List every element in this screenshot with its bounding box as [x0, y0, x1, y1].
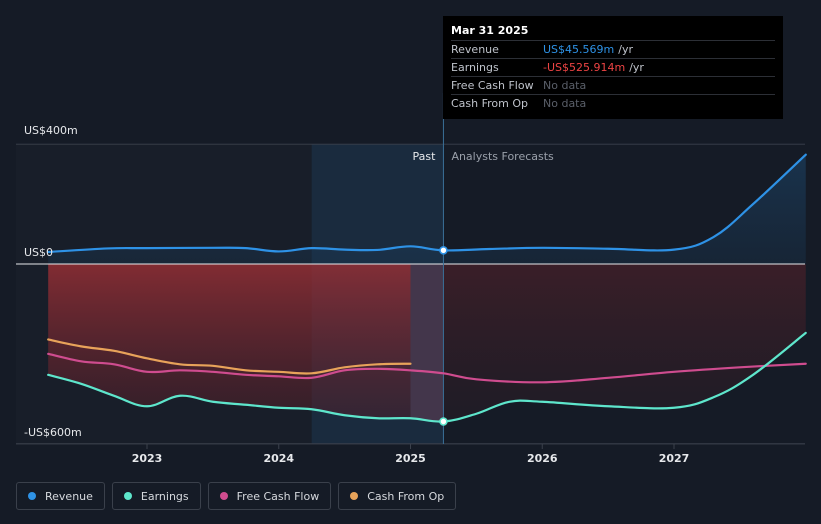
- x-axis-label: 2023: [132, 452, 163, 465]
- legend-item-revenue[interactable]: Revenue: [16, 482, 105, 510]
- x-axis-label: 2026: [527, 452, 558, 465]
- legend-dot-icon: [350, 492, 359, 500]
- tooltip-value: No data: [543, 97, 587, 110]
- tooltip-panel: Mar 31 2025 Revenue US$45.569m/yr Earnings…: [443, 16, 783, 119]
- tooltip-label: Free Cash Flow: [451, 79, 534, 92]
- tooltip-label: Revenue: [451, 43, 499, 56]
- series-line-free-cash-flow: [47, 352, 807, 384]
- legend-label: Earnings: [140, 489, 189, 503]
- legend: Revenue Earnings Free Cash Flow Cash From O…: [16, 482, 463, 510]
- legend-item-cash-from-op[interactable]: Cash From Op: [338, 482, 457, 510]
- past-label: Past: [413, 150, 437, 163]
- series-line-earnings: [47, 331, 807, 423]
- earnings-area-past: [48, 264, 411, 419]
- tooltip-date: Mar 31 2025: [451, 24, 529, 37]
- tooltip-unit: /yr: [629, 61, 644, 74]
- legend-label: Free Cash Flow: [236, 489, 320, 503]
- tooltip-label: Cash From Op: [451, 97, 529, 110]
- legend-dot-icon: [219, 492, 228, 500]
- tooltip-value: US$45.569m: [543, 43, 615, 56]
- earnings-marker: [439, 417, 448, 426]
- tooltip-row: Revenue US$45.569m/yr: [451, 40, 775, 58]
- revenue-marker: [439, 246, 448, 255]
- tooltip-unit: /yr: [618, 43, 633, 56]
- y-axis-label: US$400m: [24, 124, 78, 137]
- y-axis-label: US$0: [24, 246, 53, 259]
- earnings-area-transition: [410, 264, 444, 422]
- legend-item-free-cash-flow[interactable]: Free Cash Flow: [207, 482, 332, 510]
- series-line-revenue: [47, 153, 807, 254]
- tooltip-row: Earnings -US$525.914m/yr: [451, 58, 775, 76]
- legend-dot-icon: [123, 492, 132, 500]
- tooltip-label: Earnings: [451, 61, 499, 74]
- tooltip-value: No data: [543, 79, 587, 92]
- legend-item-earnings[interactable]: Earnings: [111, 482, 201, 510]
- y-axis-label: -US$600m: [24, 426, 82, 439]
- revenue-area: [48, 154, 806, 264]
- tooltip-row: Cash From Op No data: [451, 94, 775, 112]
- x-axis-label: 2024: [263, 452, 294, 465]
- tooltip-row: Free Cash Flow No data: [451, 76, 775, 94]
- forecast-label: Analysts Forecasts: [451, 150, 554, 163]
- x-axis-label: 2025: [395, 452, 426, 465]
- tooltip-value: -US$525.914m: [543, 61, 626, 74]
- x-axis-label: 2027: [659, 452, 690, 465]
- legend-dot-icon: [28, 492, 36, 500]
- legend-label: Cash From Op: [367, 489, 445, 503]
- series-line-cash-from-op: [47, 338, 412, 375]
- legend-label: Revenue: [45, 489, 93, 503]
- chart-area: US$400m US$0 -US$600m 2023 2024 2025 2026 2027 P…: [16, 93, 807, 465]
